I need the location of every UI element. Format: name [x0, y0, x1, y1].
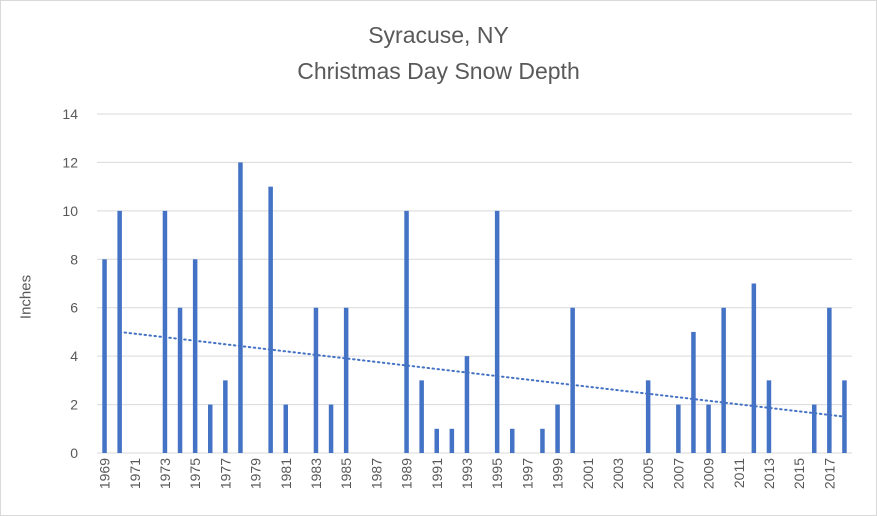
x-tick-label: 1973 [157, 458, 173, 489]
x-tick-label: 1981 [278, 458, 294, 489]
bar-2005 [645, 380, 651, 453]
bar-1999 [555, 404, 560, 453]
bar-2012 [751, 283, 757, 453]
bar-1985 [343, 307, 349, 453]
x-tick-label: 1983 [308, 458, 324, 489]
x-tick-label: 2001 [580, 458, 596, 489]
y-tick-label: 4 [70, 348, 78, 364]
bar-1991 [434, 428, 439, 453]
bar-1977 [223, 380, 228, 453]
bar-2008 [691, 331, 696, 453]
x-tick-label: 1977 [217, 458, 233, 489]
x-tick-label: 1995 [489, 458, 505, 489]
x-tick-label: 1989 [399, 458, 415, 489]
bar-1976 [208, 404, 213, 453]
x-tick-label: 2013 [761, 458, 777, 489]
x-tick-label: 2015 [791, 458, 807, 489]
bar-2000 [570, 307, 575, 453]
bar-1989 [404, 210, 409, 453]
bar-1998 [540, 428, 545, 453]
bar-1969 [102, 259, 107, 453]
x-tick-label: 2009 [701, 458, 717, 489]
y-tick-label: 6 [70, 300, 78, 316]
bar-2007 [676, 404, 681, 453]
bar-1992 [449, 428, 455, 453]
bar-1981 [283, 404, 288, 453]
x-tick-label: 2017 [821, 458, 837, 489]
y-tick-label: 8 [70, 251, 78, 267]
x-tick-label: 2007 [670, 458, 686, 489]
bar-1983 [313, 307, 319, 453]
x-tick-label: 1997 [519, 458, 535, 489]
x-tick-label: 1969 [97, 458, 113, 489]
x-tick-labels: 1969 1971 1973 1975 1977 1979 1981 1983 1985 1987… [97, 458, 838, 489]
x-tick-label: 1987 [368, 458, 384, 489]
y-tick-label: 10 [62, 203, 78, 219]
bar-1993 [464, 356, 470, 453]
y-tick-label: 12 [62, 154, 78, 170]
trendline-group [118, 330, 846, 418]
x-tick-label: 1991 [429, 458, 445, 489]
x-tick-label: 1999 [550, 458, 566, 489]
bar-1984 [328, 404, 334, 453]
x-tick-label: 1985 [338, 458, 354, 489]
bar-1973 [162, 210, 168, 453]
bar-1975 [192, 259, 198, 453]
x-tick-label: 2011 [731, 458, 747, 488]
y-tick-label: 2 [70, 397, 78, 413]
bar-2018 [842, 380, 847, 453]
bar-1990 [419, 380, 424, 453]
x-tick-label: 1975 [187, 458, 203, 489]
y-tick-labels: 0 2 4 6 8 10 12 14 [62, 106, 78, 461]
bar-1974 [177, 307, 183, 453]
x-tick-label: 2003 [610, 458, 626, 489]
bar-2013 [766, 380, 772, 453]
bar-1978 [238, 162, 243, 453]
bar-1995 [494, 210, 500, 453]
x-tick-label: 1971 [127, 458, 143, 489]
x-tick-label: 2005 [640, 458, 656, 489]
chart-title: Syracuse, NY [368, 22, 509, 48]
bar-2010 [721, 307, 726, 453]
trendline [118, 330, 846, 418]
chart-subtitle: Christmas Day Snow Depth [297, 58, 580, 84]
bar-1996 [510, 428, 515, 453]
bar-2017 [827, 307, 832, 453]
gridlines [97, 113, 852, 454]
x-tick-label: 1993 [459, 458, 475, 489]
y-tick-label: 0 [70, 445, 78, 461]
bar-1980 [268, 186, 273, 453]
bar-2009 [706, 404, 711, 453]
y-tick-label: 14 [62, 106, 78, 122]
x-tick-label: 1979 [248, 458, 264, 489]
bar-2016 [812, 404, 817, 453]
